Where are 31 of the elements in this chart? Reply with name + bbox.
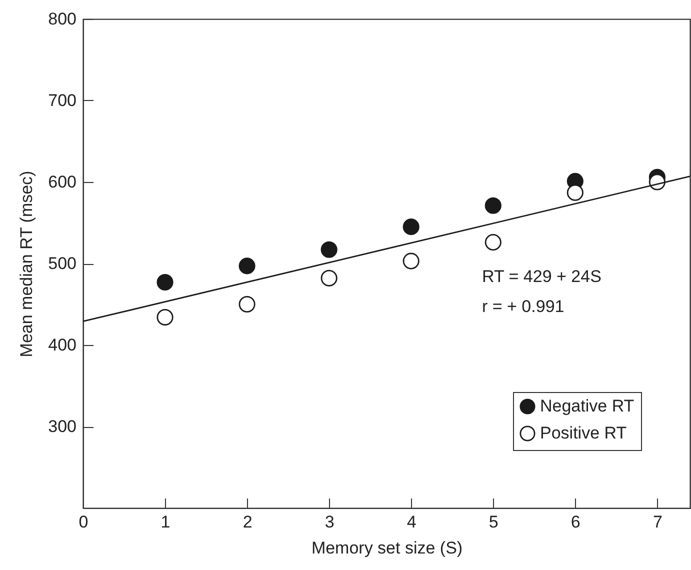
- point: [566, 184, 584, 201]
- point: [156, 309, 174, 326]
- point: [156, 274, 174, 291]
- x-tick-label: 4: [406, 512, 416, 532]
- x-tick-label: 2: [242, 512, 252, 532]
- x-tick-label: 5: [488, 512, 498, 532]
- point: [320, 241, 338, 258]
- point: [320, 270, 338, 286]
- point: [484, 234, 502, 251]
- x-tick-label: 0: [78, 512, 88, 532]
- annotation: RT = 429 + 24S: [482, 267, 602, 286]
- annotation: r = + 0.991: [482, 297, 564, 316]
- y-axis-title: Mean median RT (msec): [17, 170, 36, 358]
- y-tick-label: 400: [48, 336, 76, 354]
- x-tick-label: 7: [652, 512, 662, 532]
- point: [238, 258, 256, 274]
- y-tick-label: 500: [48, 254, 76, 273]
- x-tick-label: 6: [570, 512, 580, 532]
- y-tick-label: 300: [48, 417, 76, 436]
- y-tick-label: 600: [48, 172, 76, 192]
- point: [402, 252, 420, 270]
- x-tick-label: 3: [324, 512, 334, 532]
- x-tick-label: 1: [160, 512, 170, 532]
- legend-label: Positive RT: [540, 424, 627, 442]
- point: [484, 197, 502, 214]
- y-tick-label: 700: [48, 91, 76, 110]
- point: [402, 218, 420, 236]
- x-axis-title: Memory set size (S): [311, 538, 463, 558]
- point: [238, 296, 256, 313]
- legend-label: Negative RT: [540, 396, 634, 416]
- y-tick-label: 800: [48, 10, 76, 28]
